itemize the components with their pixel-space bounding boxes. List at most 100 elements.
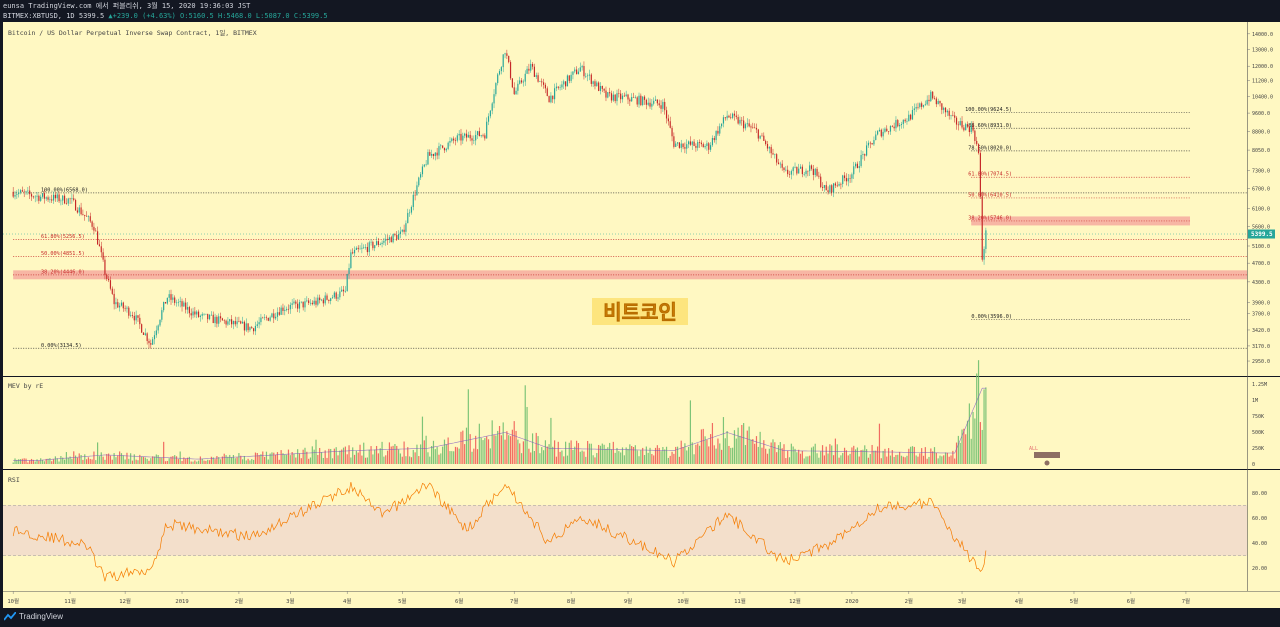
volume-bar	[508, 435, 510, 464]
candle-body	[954, 115, 956, 118]
candle-body	[458, 133, 460, 136]
candle-body	[843, 175, 846, 179]
volume-bar	[599, 445, 602, 464]
volume-pane[interactable]	[3, 377, 1247, 469]
candle-body	[119, 305, 121, 308]
candle-body	[508, 55, 510, 63]
candle-body	[113, 293, 115, 305]
candle-body	[937, 100, 939, 105]
volume-bar	[658, 447, 660, 464]
volume-bar	[434, 449, 436, 464]
volume-bar	[583, 451, 585, 464]
volume-bar	[251, 459, 253, 464]
volume-bar	[640, 450, 642, 464]
last-price-tag	[1248, 229, 1275, 239]
volume-bar	[966, 420, 969, 464]
volume-bar	[40, 458, 42, 464]
fib-level-label: 0.00%(3596.0)	[971, 314, 1012, 320]
candle-body	[203, 313, 205, 315]
fibonacci-levels[interactable]: 100.00%(6568.0) 61.80%(5256.5) 50.00%(4851…	[13, 107, 1248, 349]
volume-bar	[774, 442, 776, 464]
candle-body	[788, 174, 791, 175]
volume-bar	[537, 436, 539, 464]
fib-level-label: 100.00%(6568.0)	[41, 187, 88, 193]
volume-bar	[904, 457, 906, 464]
volume-bar	[289, 455, 291, 464]
candle-body	[414, 194, 416, 196]
candle-body	[976, 140, 978, 145]
candle-body	[662, 101, 664, 109]
candle-body	[832, 183, 835, 193]
volume-bar	[783, 444, 785, 464]
volume-bar	[888, 448, 890, 464]
volume-bar	[469, 434, 471, 464]
candle-body	[943, 107, 945, 110]
candle-body	[498, 71, 501, 75]
candle-body	[51, 199, 53, 201]
volume-bar	[155, 454, 157, 464]
candle-body	[700, 142, 703, 145]
candle-body	[965, 124, 967, 131]
candle-body	[542, 82, 545, 85]
fib-highlight-zone[interactable]	[13, 270, 1248, 280]
volume-bar	[899, 451, 901, 464]
tradingview-brand[interactable]: TradingView	[4, 612, 63, 621]
volume-bar	[495, 435, 497, 464]
volume-bar	[603, 444, 605, 464]
volume-bar	[364, 457, 367, 464]
candle-body	[585, 76, 587, 77]
volume-bar	[475, 435, 477, 464]
candle-body	[711, 137, 714, 146]
time-axis[interactable]	[3, 591, 1280, 608]
candle-body	[117, 302, 119, 308]
candle-body	[682, 143, 684, 148]
price-axis[interactable]	[1247, 22, 1280, 591]
volume-bar	[831, 445, 833, 464]
candle-body	[917, 106, 919, 108]
fib-highlight-zone[interactable]	[971, 216, 1190, 226]
candle-body	[108, 278, 110, 281]
volume-bar	[172, 456, 174, 464]
volume-bar	[662, 446, 664, 464]
volume-bar	[878, 423, 881, 464]
candle-body	[865, 145, 868, 156]
volume-bar	[166, 460, 168, 464]
candle-body	[621, 95, 624, 100]
candle-body	[265, 317, 268, 319]
symbol-name[interactable]: BITMEX:XBTUSD, 1D	[3, 12, 75, 20]
volume-bar	[697, 443, 699, 464]
candle-body	[950, 115, 952, 116]
annotation-box[interactable]	[592, 298, 688, 325]
volume-bar	[128, 458, 130, 464]
candle-body	[744, 124, 747, 129]
volume-bar	[559, 451, 561, 464]
rsi-band	[3, 505, 1247, 556]
candle-body	[293, 301, 295, 304]
volume-bar	[119, 451, 121, 464]
time-tick-label: 8월	[567, 597, 575, 605]
volume-bar	[23, 458, 25, 464]
volume-bar	[29, 460, 31, 464]
candle-body	[175, 302, 178, 304]
candle-body	[280, 307, 282, 315]
volume-bar	[342, 447, 345, 464]
candle-body	[36, 195, 38, 197]
candle-body	[126, 307, 128, 309]
volume-tick-label: 750K	[1252, 414, 1264, 420]
volume-bar	[317, 454, 319, 464]
volume-bar	[937, 458, 939, 464]
chart-svg[interactable]: Bitcoin / US Dollar Perpetual Inverse Sw…	[0, 22, 1280, 608]
candle-body	[253, 328, 255, 332]
volume-bar	[709, 434, 712, 464]
candle-body	[152, 339, 154, 345]
volume-bar	[616, 447, 618, 464]
volume-bar	[590, 443, 592, 464]
volume-bar	[420, 444, 422, 464]
candle-body	[757, 129, 759, 139]
candle-body	[579, 67, 581, 72]
candle-body	[130, 315, 132, 316]
volume-bar	[218, 457, 220, 464]
publish-info: eunsa TradingView.com 에서 퍼블리쉬, 3월 15, 20…	[3, 2, 251, 10]
volume-bar	[153, 456, 156, 464]
chart-area[interactable]: Bitcoin / US Dollar Perpetual Inverse Sw…	[0, 22, 1280, 608]
